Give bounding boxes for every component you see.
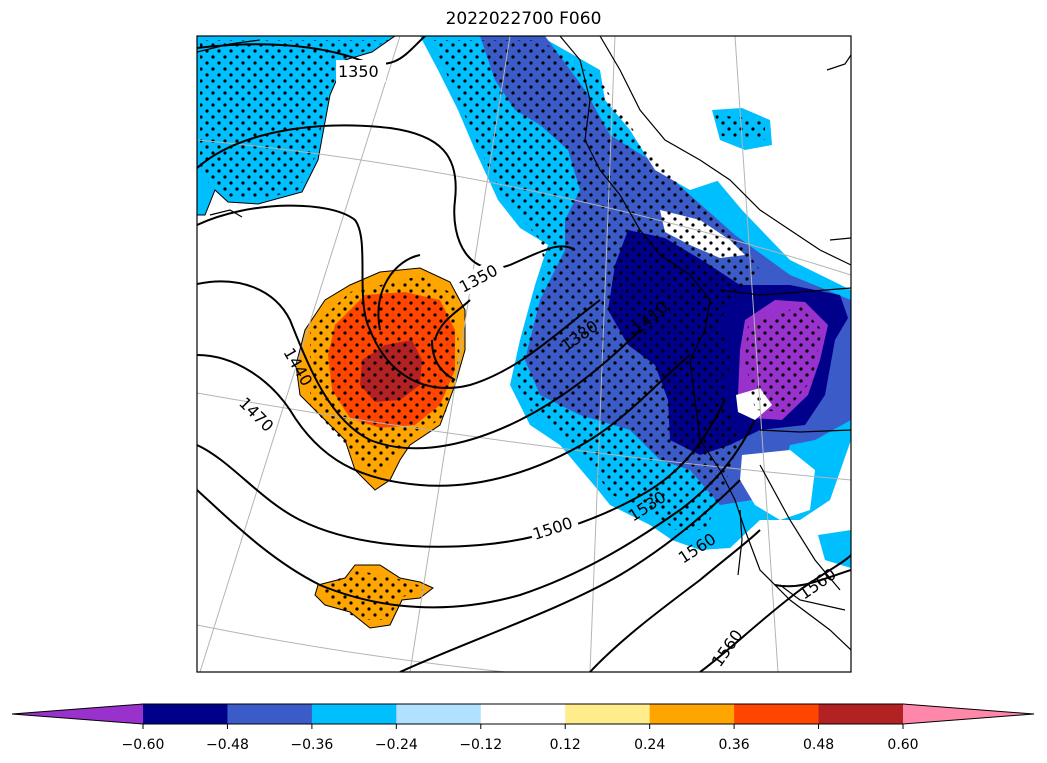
colorbar-box: [818, 704, 904, 724]
coast-ne: [826, 54, 851, 71]
grid-lon-3: [589, 36, 616, 672]
colorbar-segments: [11, 703, 1035, 725]
coastlines: [197, 36, 851, 651]
colorbar-box: [480, 704, 566, 724]
grid-lat-3: [197, 624, 510, 672]
colorbar-box: [734, 704, 820, 724]
contours: [197, 36, 851, 672]
shade-white-speck-4: [740, 450, 815, 520]
colorbar-tick-label: 0.36: [719, 737, 750, 753]
contour-f: [197, 419, 756, 609]
map-frame: [196, 35, 852, 673]
coast-small-island: [209, 209, 243, 218]
contour-a: [197, 124, 576, 270]
label-bg-1: [336, 60, 386, 82]
colorbar-box: [649, 704, 735, 724]
colorbar-tick-label: 0.12: [550, 737, 581, 753]
coast-e: [829, 237, 851, 241]
colorbar-box: [143, 704, 228, 724]
stipple-west: [200, 40, 390, 200]
grid-lat-1: [197, 139, 851, 276]
colorbar-tick-label: 0.24: [634, 737, 665, 753]
contour-i: [699, 554, 851, 672]
colorbar-tick-label: 0.60: [887, 737, 918, 753]
shade-se-patch: [818, 530, 851, 568]
colorbar-box: [311, 704, 397, 724]
contour-se: [774, 569, 851, 588]
contour-b: [197, 204, 601, 389]
colorbar-box: [227, 704, 313, 724]
contour-label-1350-north: 1350: [338, 62, 379, 81]
label-bg-3: [528, 510, 580, 545]
colorbar-box: [565, 704, 651, 724]
stipple-purple: [745, 306, 822, 412]
map-panel: 1350 1350 1380 1410 1440 1470 1500: [196, 35, 852, 673]
colorbar-extend-low: [12, 704, 143, 724]
coast-north: [599, 36, 851, 266]
grid-lon-4: [734, 36, 779, 672]
stipple-east: [432, 40, 760, 530]
graticule: [197, 36, 851, 672]
contour-h: [589, 529, 761, 672]
stipple-south: [322, 570, 428, 620]
colorbar-tick-label: −0.12: [459, 737, 502, 753]
colorbar-box: [396, 704, 482, 724]
colorbar-outline: [11, 703, 1035, 725]
colorbar-extend-high: [903, 704, 1034, 724]
coast-main: [559, 36, 851, 651]
coast-border-2: [759, 429, 851, 433]
stipple-layer: [200, 40, 822, 620]
colorbar-ticks: −0.60 −0.48 −0.36 −0.24 −0.12 0.12 0.24 0.36 0.4…: [122, 724, 919, 753]
shade-white-speck-2: [600, 70, 720, 190]
colorbar-tick-label: −0.36: [290, 737, 333, 753]
grid-lon-1: [199, 36, 401, 672]
colorbar-tick-label: −0.60: [122, 737, 165, 753]
coast-border-3: [759, 464, 841, 591]
label-bg-2: [453, 256, 508, 298]
contour-g: [399, 479, 741, 672]
grid-lon-2: [409, 36, 511, 672]
colorbar-tick-label: 0.48: [803, 737, 834, 753]
colorbar-tick-label: −0.24: [375, 737, 418, 753]
contour-inner: [377, 254, 421, 331]
coast-border-4: [737, 509, 743, 576]
contour-inner-1350: [431, 299, 471, 381]
shade-white-speck-5: [770, 170, 815, 250]
contour-1350-north: [197, 36, 426, 65]
coast-border-1: [719, 287, 851, 296]
coast-border-5: [779, 584, 846, 611]
stipple-ne: [715, 115, 765, 140]
map-title: 2022022700 F060: [445, 9, 602, 29]
contour-d: [197, 354, 691, 487]
colorbar-tick-label: −0.48: [206, 737, 249, 753]
contour-e: [197, 399, 726, 548]
contour-c: [197, 280, 641, 450]
